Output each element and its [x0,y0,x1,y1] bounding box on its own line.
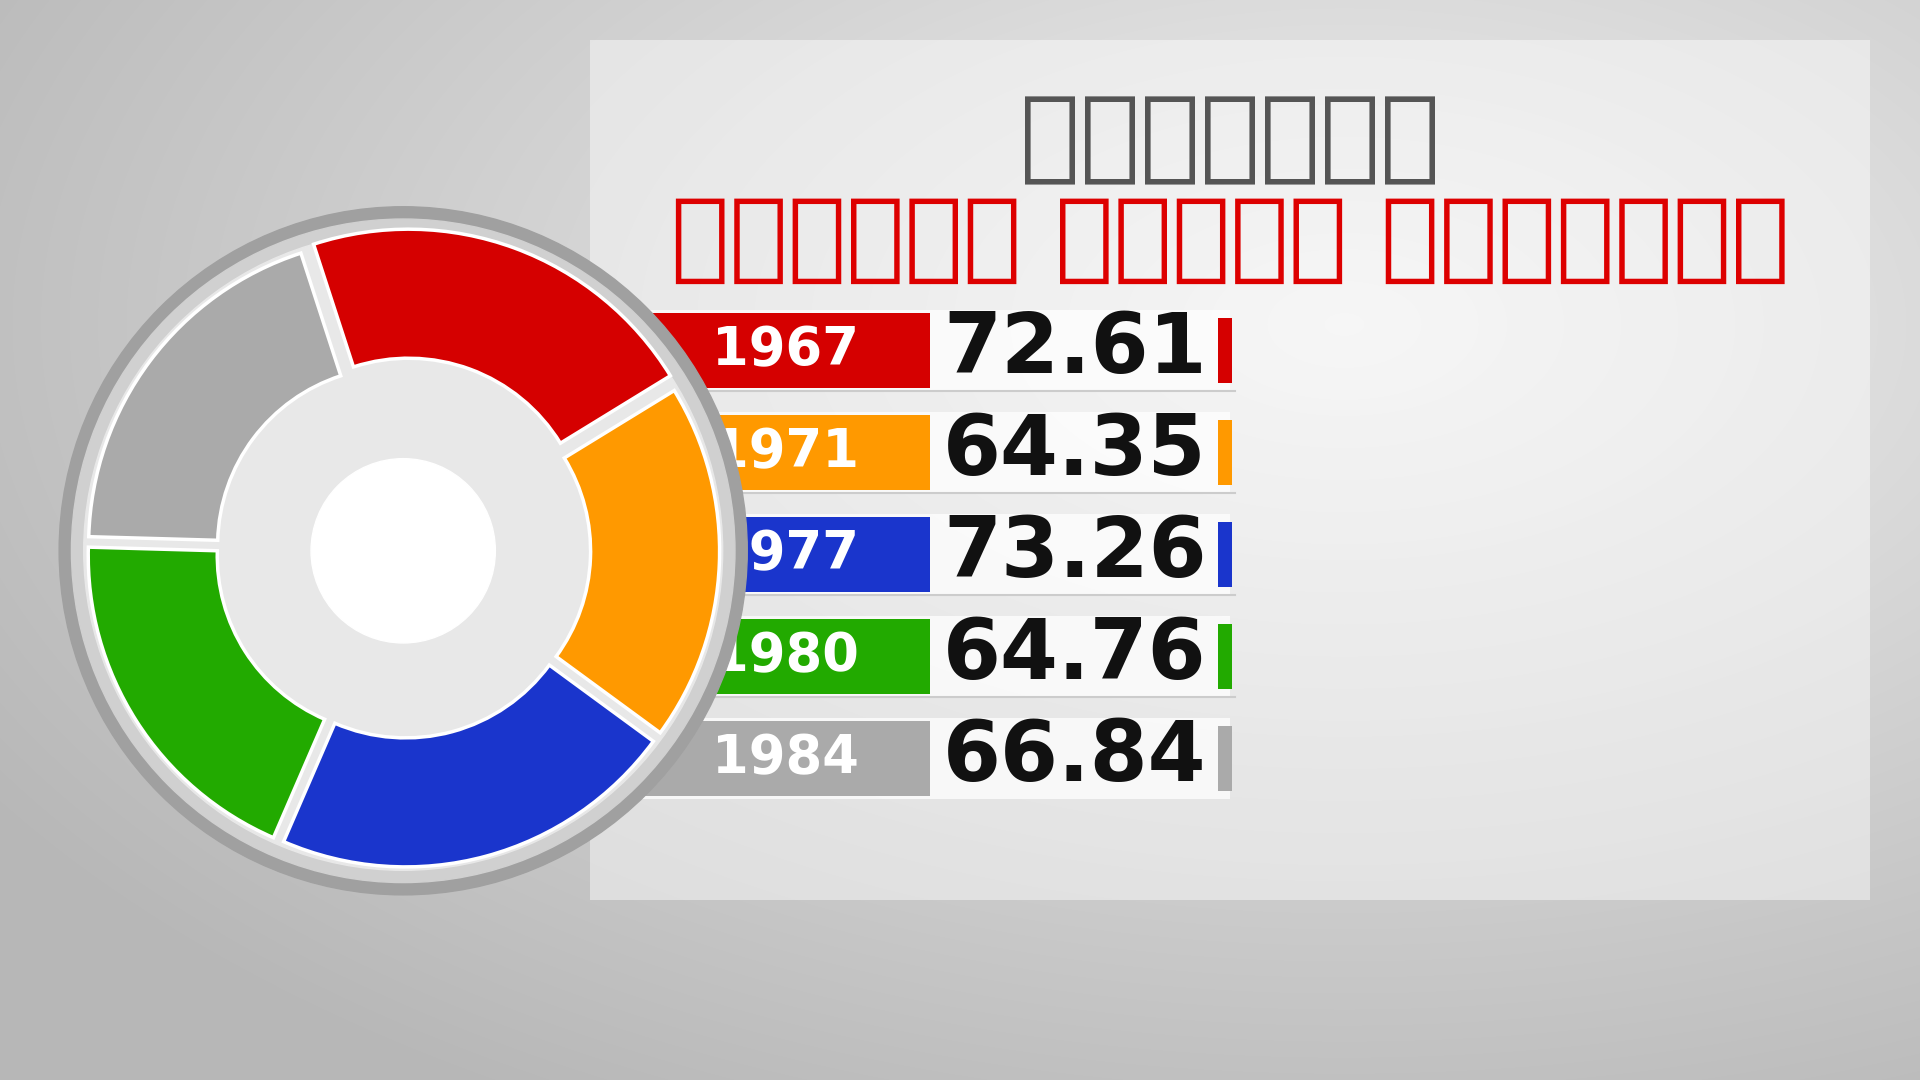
Text: 1971: 1971 [712,426,858,478]
Bar [1217,623,1233,689]
Circle shape [311,459,495,643]
Bar [639,619,929,693]
Circle shape [71,219,735,882]
Bar [639,312,929,388]
Bar [639,310,1231,391]
Bar [639,411,1231,492]
Bar [639,513,1231,594]
Wedge shape [284,665,653,867]
Text: 1977: 1977 [712,528,858,580]
Wedge shape [557,391,720,733]
Bar [639,717,1231,798]
Text: हरियाणा: हरियाणा [1020,92,1440,189]
Bar [639,616,1231,697]
Text: 1984: 1984 [712,732,858,784]
Text: 66.84: 66.84 [943,717,1208,798]
Circle shape [60,206,747,895]
Bar [1217,726,1233,791]
Bar [639,720,929,796]
Text: लोकसभा मतदान प्रतिशत: लोकसभा मतदान प्रतिशत [670,193,1789,286]
Text: 1967: 1967 [712,324,858,376]
Text: 64.35: 64.35 [943,411,1208,492]
Bar [639,516,929,592]
Text: 73.26: 73.26 [943,513,1208,594]
Wedge shape [88,548,324,838]
Bar [639,415,929,489]
Text: 64.76: 64.76 [943,616,1208,697]
Wedge shape [88,253,340,540]
Wedge shape [313,229,670,443]
Text: 72.61: 72.61 [943,310,1208,391]
Bar [589,40,1870,900]
Bar [1217,318,1233,382]
Bar [1217,522,1233,586]
Text: 1980: 1980 [712,630,858,681]
Bar [1217,419,1233,485]
Circle shape [84,231,722,870]
